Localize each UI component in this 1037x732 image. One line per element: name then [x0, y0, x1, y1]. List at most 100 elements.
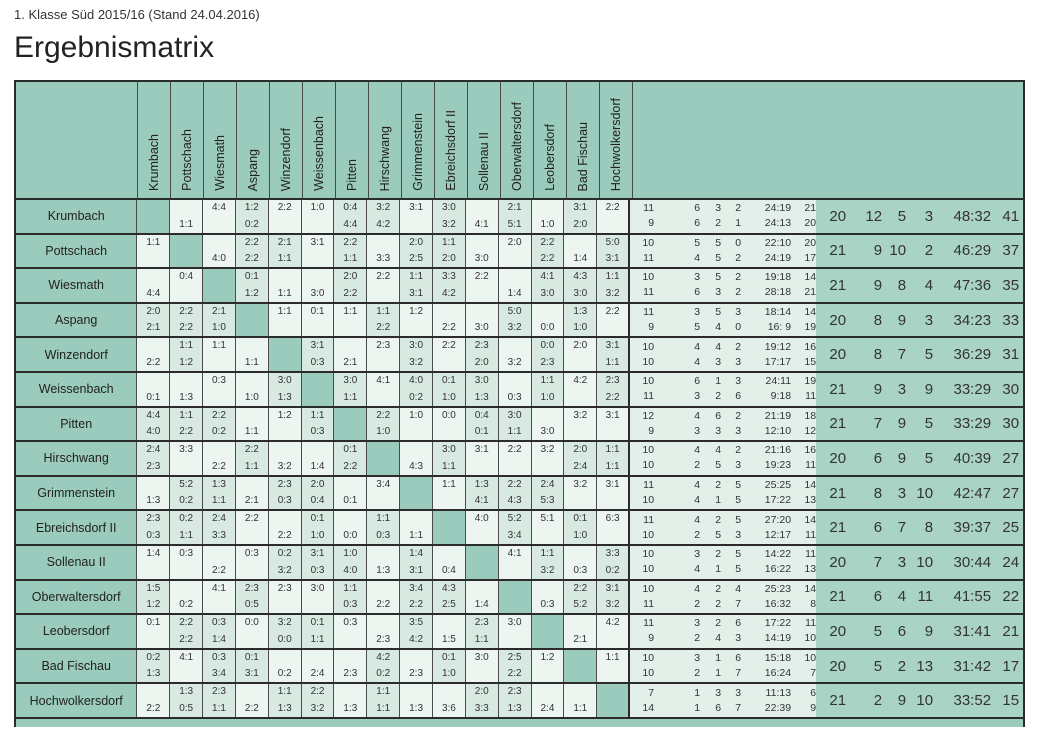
- result-first: 1:1: [376, 686, 391, 698]
- result-second: 3:0: [474, 253, 489, 265]
- stat-value: 20: [804, 217, 817, 230]
- result-cell: 4:2 0:2: [367, 649, 401, 683]
- table-row: Pottschach 1:1 4:0 2:2 2:2 2:1 1:1 3:1 2:2 1:1 3:3…: [16, 232, 1024, 268]
- result-first: [236, 409, 268, 423]
- result-first: [203, 547, 235, 561]
- stat-value: 10: [642, 528, 655, 541]
- result-cell: 0:3: [334, 615, 368, 648]
- result-first: 0:3: [212, 617, 226, 629]
- result-cell: 2:0 2:5: [400, 234, 433, 268]
- result-second: 3:2: [605, 599, 620, 611]
- result-second: 2:0: [474, 356, 489, 368]
- team-row-label: Hochwolkersdorf: [16, 684, 138, 717]
- result-cell: 3:2: [268, 442, 302, 475]
- column-header: Hirschwang: [369, 82, 402, 198]
- result-cell: 2:1: [235, 476, 269, 510]
- season-stats: 21 9 10 2 46:29 37: [816, 234, 1024, 268]
- result-second: 1:0: [310, 529, 325, 541]
- result-second: 3:1: [409, 287, 424, 299]
- result-cell: 3:1: [597, 407, 631, 441]
- result-second: 1:1: [409, 529, 424, 541]
- result-first: 3:1: [605, 582, 620, 594]
- result-first: 0:0: [540, 340, 555, 352]
- result-second: 3:1: [605, 253, 620, 265]
- result-cell: 1:1 1:2: [170, 338, 204, 371]
- result-second: [564, 494, 596, 508]
- result-second: 4:0: [343, 564, 358, 576]
- result-first: [564, 236, 596, 250]
- total-stat-value: 48:32: [953, 207, 992, 225]
- stat-value: 4: [694, 494, 701, 507]
- total-stat-value: 21: [829, 276, 847, 294]
- result-cell: 0:3: [498, 372, 532, 406]
- result-cell: 1:2: [268, 407, 302, 441]
- first-half-stats: 10 4 4 2 19:12 16: [630, 340, 816, 355]
- stat-value: 1: [715, 375, 722, 388]
- stat-value: 25:23: [764, 582, 792, 595]
- result-second: 1:1: [605, 460, 620, 472]
- result-cell: 4:3: [400, 442, 433, 475]
- result-second: 2:1: [343, 356, 358, 368]
- result-second: 1:3: [474, 391, 489, 403]
- stat-value: 6: [715, 409, 722, 422]
- result-second: [597, 633, 628, 647]
- stat-value: 14: [804, 271, 817, 284]
- result-first: 2:2: [507, 478, 522, 490]
- result-first: 1:0: [409, 409, 424, 421]
- result-cell: 0:1 1:0: [301, 511, 335, 544]
- second-half-stats: 9 3 3 3 12:10 12: [630, 424, 816, 439]
- result-first: [367, 582, 399, 596]
- result-second: 5:3: [540, 495, 555, 507]
- stat-value: 1: [715, 563, 722, 576]
- result-second: 4:2: [409, 633, 424, 645]
- result-second: 2:3: [409, 668, 424, 680]
- result-second: 3:0: [310, 287, 325, 299]
- result-cell: 2:1: [334, 338, 368, 371]
- stat-value: 5: [715, 236, 722, 249]
- result-second: [334, 321, 366, 335]
- result-first: 3:0: [277, 374, 292, 386]
- result-first: 2:2: [244, 236, 259, 248]
- result-second: 2:0: [441, 253, 456, 265]
- result-first: 0:3: [343, 617, 358, 629]
- result-cell: 2:2: [203, 442, 236, 475]
- result-second: 2:2: [277, 529, 292, 541]
- result-first: 2:1: [507, 202, 522, 213]
- stat-value: 11: [643, 617, 655, 630]
- result-first: 4:2: [573, 374, 588, 386]
- stat-value: 6: [694, 375, 701, 388]
- result-first: [433, 305, 465, 319]
- result-second: 1:3: [507, 702, 522, 714]
- result-cell: 0:2: [170, 580, 204, 614]
- result-second: 2:3: [343, 668, 358, 680]
- table-row: Wiesmath 4:4 0:4 0:1 1:2 1:1 3:0 2:0 2:2 2:2 1:1 3:…: [16, 267, 1024, 302]
- stat-value: 6: [694, 286, 701, 299]
- stat-value: 11: [643, 597, 655, 610]
- result-cell: 0:3: [531, 580, 565, 614]
- stat-value: 10: [804, 652, 817, 665]
- stat-value: 19:23: [764, 459, 792, 472]
- result-first: 4:0: [409, 374, 424, 386]
- stat-value: 2: [715, 390, 722, 403]
- result-cell: 2:3 0:3: [268, 476, 302, 510]
- result-cell: 2:2: [235, 684, 269, 717]
- result-second: 2:3: [540, 356, 555, 368]
- second-half-stats: 11 6 3 2 28:18 21: [630, 285, 816, 300]
- result-second: 1:3: [277, 702, 292, 714]
- total-stat-value: 9: [897, 311, 907, 329]
- result-second: [170, 564, 202, 578]
- column-header: Pitten: [336, 82, 369, 198]
- result-first: 0:3: [212, 374, 226, 386]
- result-first: [236, 374, 268, 388]
- stat-value: 21: [804, 286, 817, 299]
- stat-value: 3: [694, 424, 701, 437]
- diagonal-cell: [432, 511, 466, 544]
- result-cell: 3:3: [367, 234, 401, 268]
- stat-value: 16:22: [764, 563, 792, 576]
- result-first: [466, 305, 498, 319]
- result-first: 1:1: [540, 374, 555, 386]
- stat-value: 11:13: [765, 686, 792, 699]
- stat-value: 17: [804, 251, 817, 264]
- stat-value: 4: [715, 632, 722, 645]
- column-header: Krumbach: [138, 82, 171, 198]
